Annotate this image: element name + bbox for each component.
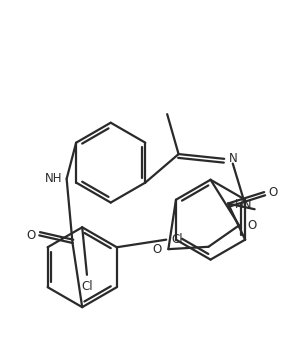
- Text: NH: NH: [45, 172, 62, 185]
- Text: HN: HN: [234, 198, 252, 211]
- Text: N: N: [228, 152, 237, 165]
- Text: O: O: [268, 186, 277, 198]
- Text: O: O: [248, 219, 257, 232]
- Text: O: O: [26, 229, 35, 242]
- Text: Cl: Cl: [81, 280, 93, 293]
- Text: Cl: Cl: [172, 233, 183, 246]
- Text: O: O: [152, 243, 162, 256]
